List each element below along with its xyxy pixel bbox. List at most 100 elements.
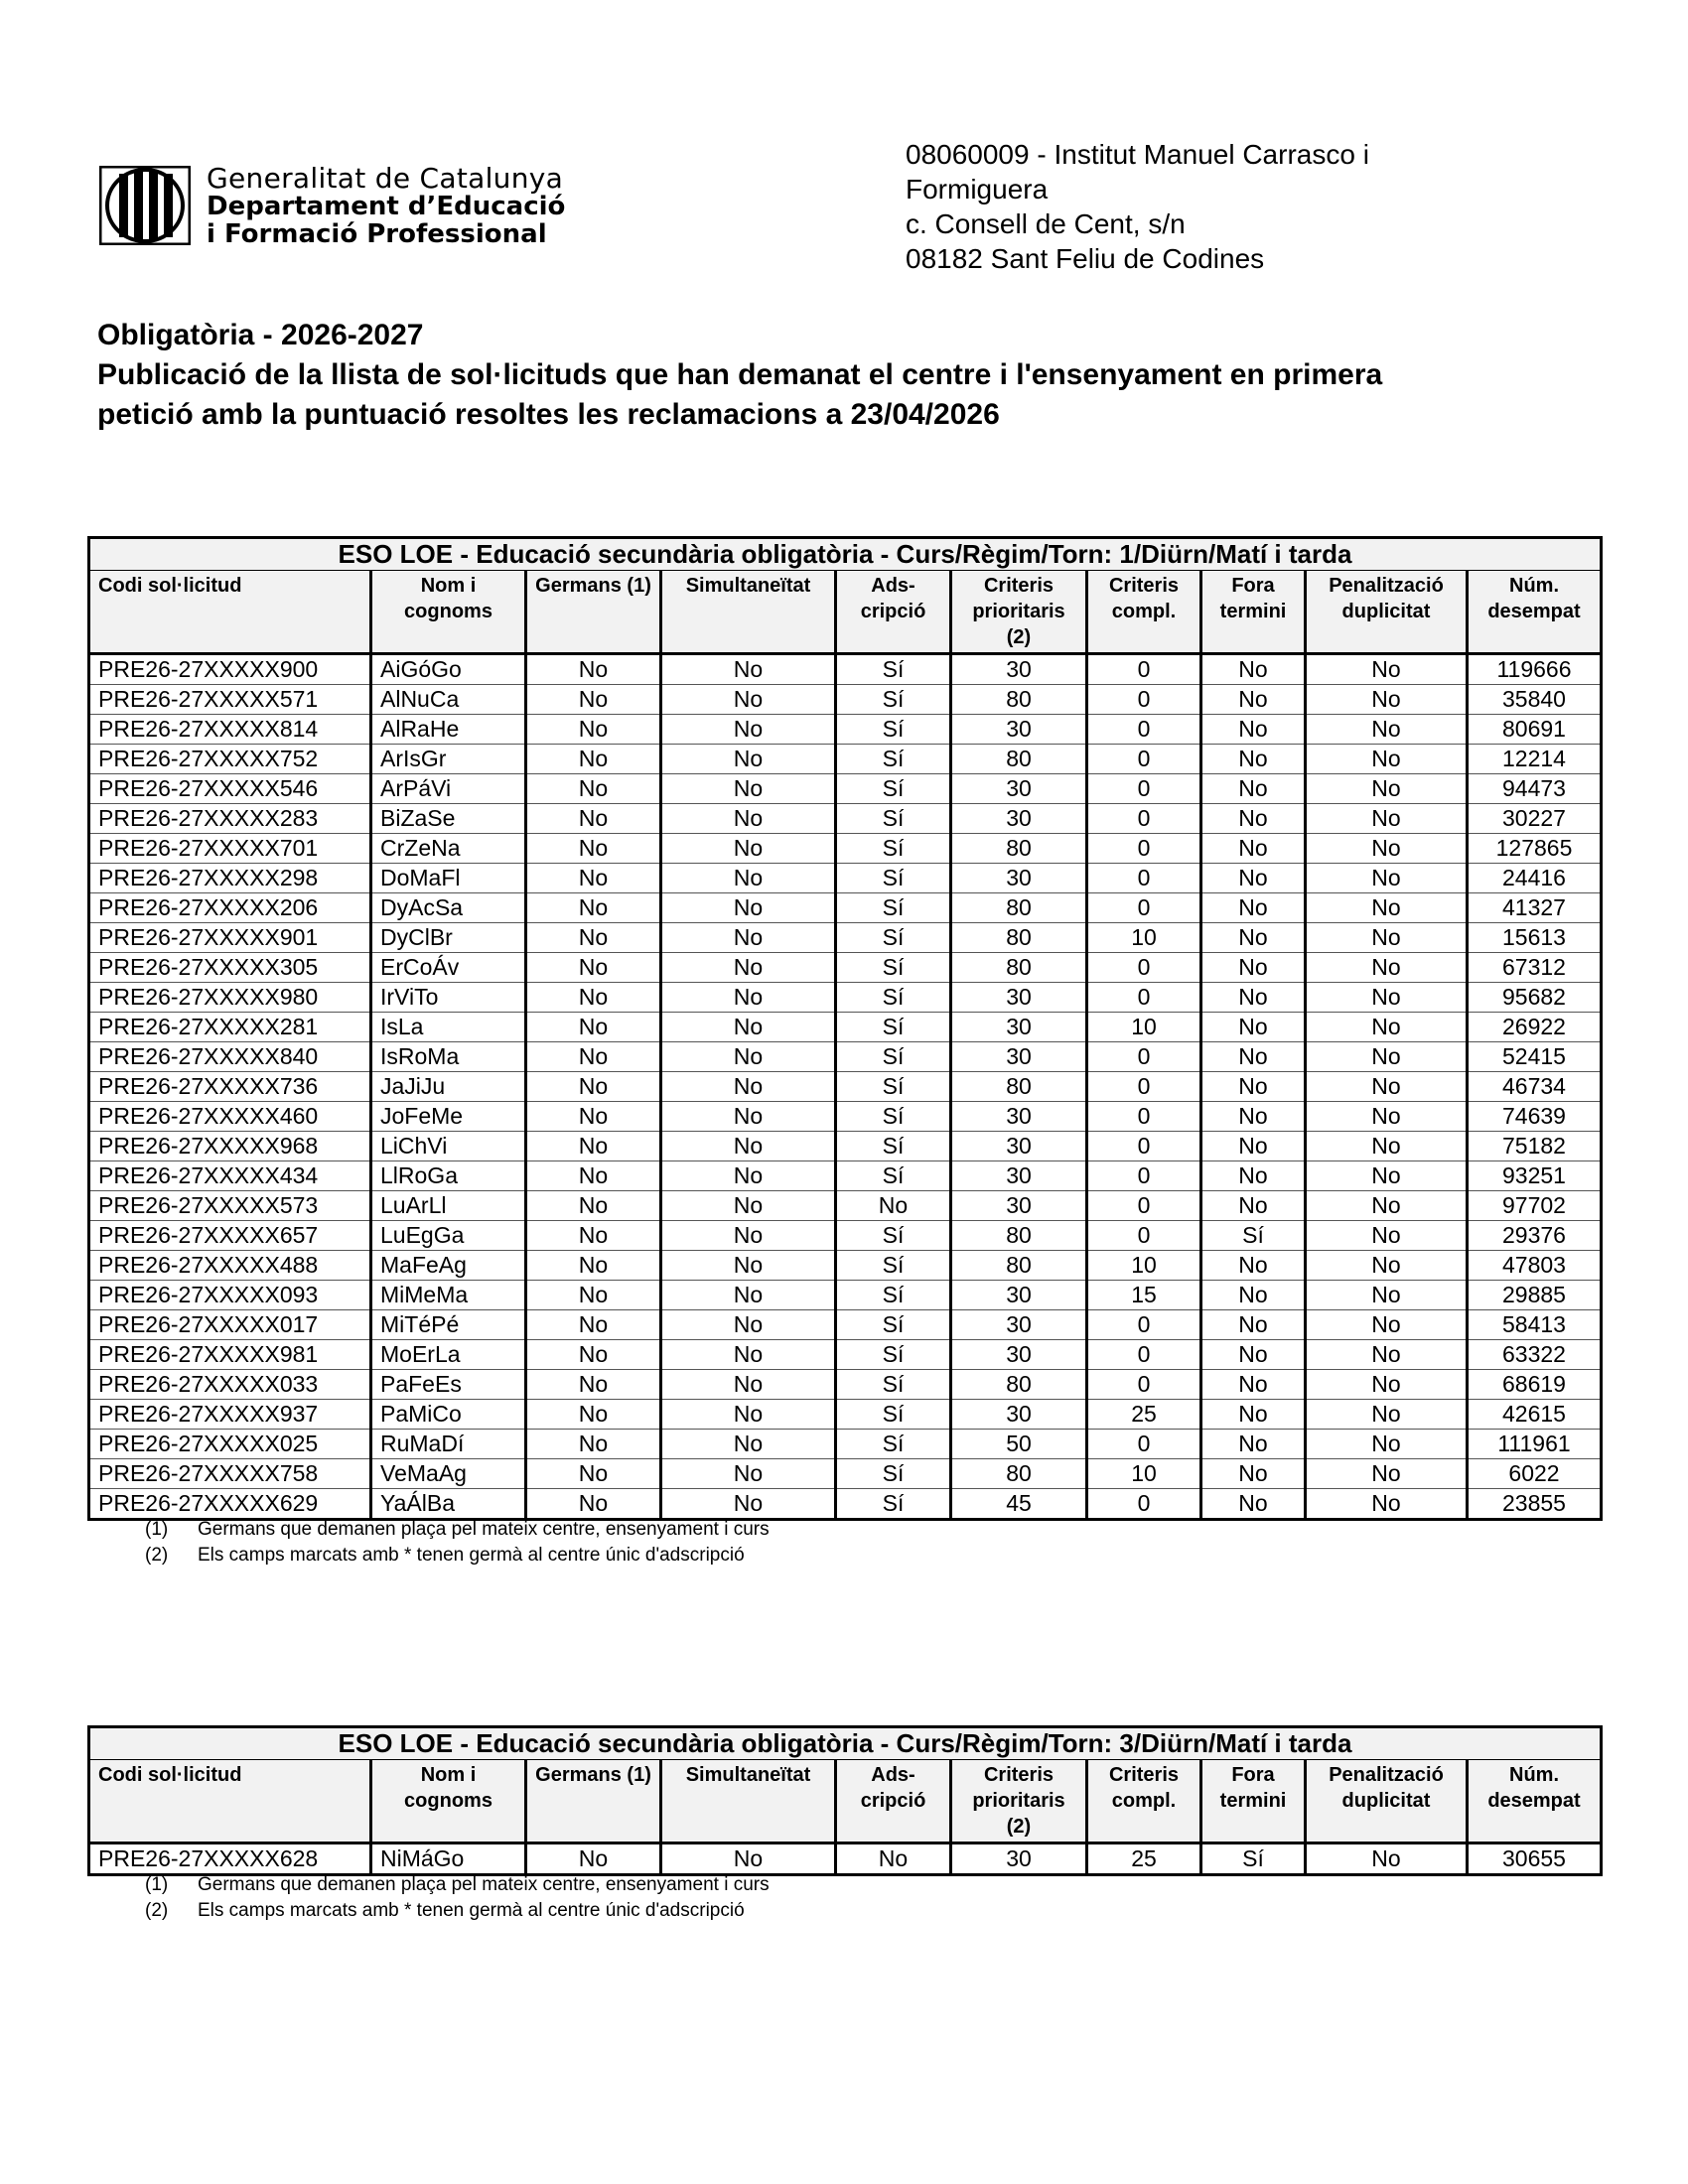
table-cell: DoMaFl xyxy=(369,863,527,893)
column-header: Penalització duplicitat xyxy=(1304,1759,1469,1844)
table-cell: No xyxy=(1199,1041,1307,1072)
table-cell: PRE26-27XXXXX305 xyxy=(87,952,372,983)
table-cell: No xyxy=(524,1309,662,1340)
table-cell: No xyxy=(1304,684,1469,715)
table-row: PRE26-27XXXXX460 JoFeMe No No Sí 30 0 No No 74639 xyxy=(87,1101,1603,1132)
table-cell: PaFeEs xyxy=(369,1369,527,1400)
table-cell: 23855 xyxy=(1466,1488,1603,1521)
table-cell: No xyxy=(659,1071,837,1102)
table-cell: ArPáVi xyxy=(369,773,527,804)
column-header: Fora termini xyxy=(1199,1759,1307,1844)
table-cell: No xyxy=(524,982,662,1013)
table-cell: No xyxy=(524,1458,662,1489)
table-cell: No xyxy=(659,744,837,774)
table-cell: No xyxy=(1199,1131,1307,1161)
table-cell: 0 xyxy=(1085,1160,1202,1191)
table-cell: No xyxy=(1304,803,1469,834)
table-cell: No xyxy=(1304,1339,1469,1370)
table-cell: 67312 xyxy=(1466,952,1603,983)
table-cell: No xyxy=(1304,714,1469,745)
table-cell: No xyxy=(834,1843,952,1876)
column-header: Nom i cognoms xyxy=(369,1759,527,1844)
table-cell: No xyxy=(1199,1458,1307,1489)
column-header: Criteris compl. xyxy=(1085,1759,1202,1844)
table-cell: No xyxy=(1304,1458,1469,1489)
table-cell: 80 xyxy=(949,1071,1088,1102)
table-cell: No xyxy=(1199,1309,1307,1340)
table-cell: No xyxy=(1199,892,1307,923)
logo-line-1: Generalitat de Catalunya xyxy=(207,162,564,195)
table-cell: 30 xyxy=(949,1190,1088,1221)
table-cell: 0 xyxy=(1085,1339,1202,1370)
table-cell: No xyxy=(1304,744,1469,774)
column-header: Nom i cognoms xyxy=(369,570,527,655)
applications-table: ESO LOE - Educació secundària obligatòri… xyxy=(87,536,1603,1521)
table-cell: No xyxy=(524,653,662,685)
table-cell: No xyxy=(659,803,837,834)
table-cell: Sí xyxy=(834,1399,952,1430)
table-cell: No xyxy=(1304,952,1469,983)
table-cell: No xyxy=(659,1458,837,1489)
table-cell: No xyxy=(659,684,837,715)
table-cell: PRE26-27XXXXX206 xyxy=(87,892,372,923)
table-cell: No xyxy=(1199,1399,1307,1430)
table-cell: No xyxy=(1304,922,1469,953)
column-header: Germans (1) xyxy=(524,570,662,655)
table-cell: No xyxy=(1199,1280,1307,1310)
table-cell: Sí xyxy=(834,1339,952,1370)
table-cell: 0 xyxy=(1085,1488,1202,1521)
table-cell: LuEgGa xyxy=(369,1220,527,1251)
table-cell: AlRaHe xyxy=(369,714,527,745)
footnote-number: (2) xyxy=(145,1900,169,1921)
table-cell: 58413 xyxy=(1466,1309,1603,1340)
table-cell: No xyxy=(524,1041,662,1072)
table-cell: No xyxy=(1304,1101,1469,1132)
table-cell: 0 xyxy=(1085,714,1202,745)
column-header: Codi sol·licitud xyxy=(87,1759,372,1844)
table-cell: MaFeAg xyxy=(369,1250,527,1281)
table-cell: PRE26-27XXXXX025 xyxy=(87,1429,372,1459)
table-cell: No xyxy=(524,952,662,983)
table-cell: No xyxy=(524,1339,662,1370)
table-cell: 0 xyxy=(1085,1369,1202,1400)
table-cell: No xyxy=(1199,1339,1307,1370)
table-cell: Sí xyxy=(834,1250,952,1281)
table-cell: 0 xyxy=(1085,684,1202,715)
table-cell: 0 xyxy=(1085,1131,1202,1161)
table-cell: PRE26-27XXXXX298 xyxy=(87,863,372,893)
table-row: PRE26-27XXXXX298 DoMaFl No No Sí 30 0 No No 24416 xyxy=(87,863,1603,893)
table-cell: No xyxy=(524,1101,662,1132)
table-row: PRE26-27XXXXX736 JaJiJu No No Sí 80 0 No No 46734 xyxy=(87,1071,1603,1102)
table-cell: 80 xyxy=(949,744,1088,774)
table-cell: PRE26-27XXXXX701 xyxy=(87,833,372,864)
table-row: PRE26-27XXXXX281 IsLa No No Sí 30 10 No No 26922 xyxy=(87,1012,1603,1042)
table-cell: JaJiJu xyxy=(369,1071,527,1102)
table-row: PRE26-27XXXXX033 PaFeEs No No Sí 80 0 No No 68619 xyxy=(87,1369,1603,1400)
table-cell: No xyxy=(524,1012,662,1042)
table-cell: No xyxy=(1199,653,1307,685)
table-cell: No xyxy=(1304,1843,1469,1876)
table-cell: No xyxy=(524,744,662,774)
table-cell: 80 xyxy=(949,1250,1088,1281)
table-cell: No xyxy=(1304,1190,1469,1221)
table-cell: 80 xyxy=(949,1369,1088,1400)
logo-line-2: Departament d’Educació xyxy=(207,192,566,221)
footnote-text: Els camps marcats amb * tenen germà al c… xyxy=(198,1545,745,1566)
table-cell: DyAcSa xyxy=(369,892,527,923)
footnote: (2) Els camps marcats amb * tenen germà a… xyxy=(145,1898,770,1924)
table-cell: AlNuCa xyxy=(369,684,527,715)
table-cell: IsRoMa xyxy=(369,1041,527,1072)
table-cell: Sí xyxy=(834,1369,952,1400)
table-row: PRE26-27XXXXX488 MaFeAg No No Sí 80 10 No No 4780… xyxy=(87,1250,1603,1281)
table-cell: 80 xyxy=(949,1458,1088,1489)
address-line: Formiguera xyxy=(906,174,1049,205)
table-row: PRE26-27XXXXX937 PaMiCo No No Sí 30 25 No No 4261… xyxy=(87,1399,1603,1430)
table-cell: No xyxy=(1304,653,1469,685)
table-cell: 30 xyxy=(949,863,1088,893)
table-row: PRE26-27XXXXX968 LiChVi No No Sí 30 0 No No 75182 xyxy=(87,1131,1603,1161)
table-cell: No xyxy=(659,1339,837,1370)
table-cell: No xyxy=(1304,1220,1469,1251)
table-cell: PRE26-27XXXXX093 xyxy=(87,1280,372,1310)
table-cell: Sí xyxy=(834,714,952,745)
table-cell: 30 xyxy=(949,803,1088,834)
